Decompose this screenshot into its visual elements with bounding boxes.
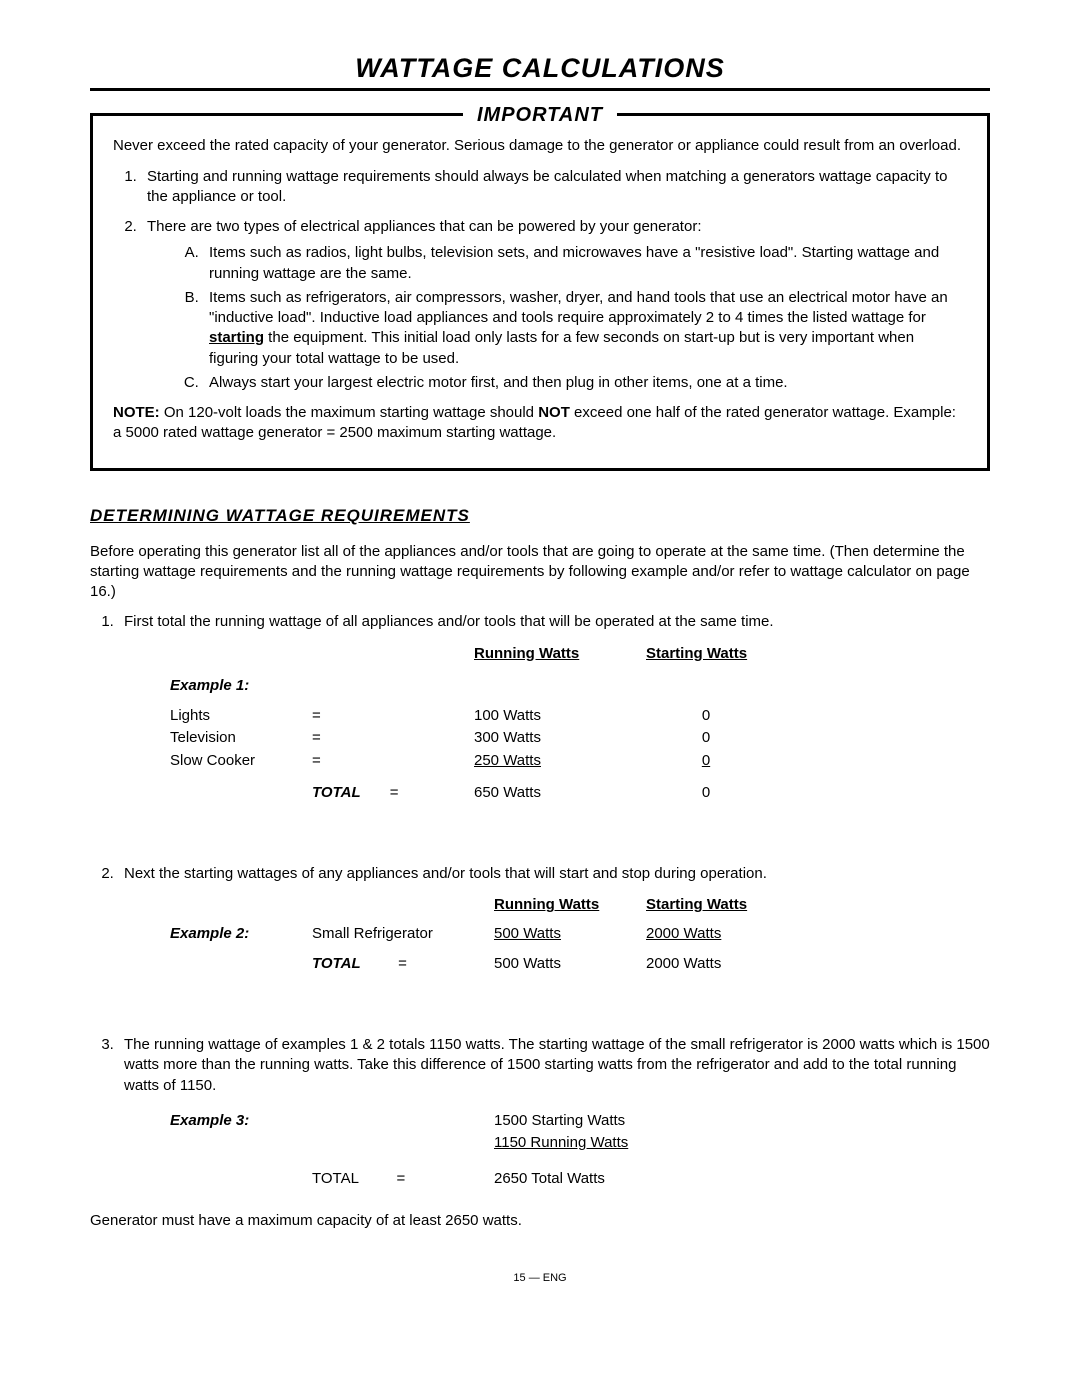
ex1-r0-eq: = (296, 705, 458, 727)
important-sub-c: Always start your largest electric motor… (203, 373, 967, 393)
ex2-total-eq: = (398, 955, 407, 972)
step-1: First total the running wattage of all a… (118, 612, 990, 804)
important-sublist: Items such as radios, light bulbs, telev… (147, 243, 967, 393)
important-label: IMPORTANT (463, 102, 617, 129)
ex1-total-label: TOTAL (312, 784, 361, 801)
ex2-total-label: TOTAL (312, 955, 361, 972)
important-intro: Never exceed the rated capacity of your … (113, 136, 967, 156)
ex1-r1-run: 300 Watts (458, 727, 630, 749)
ex1-r1-eq: = (296, 727, 458, 749)
important-item-2: There are two types of electrical applia… (141, 217, 967, 393)
example-3-table: Example 3: 1500 Starting Watts 1150 Runn… (154, 1110, 644, 1191)
important-item-2-text: There are two types of electrical applia… (147, 218, 701, 235)
ex1-total-run: 650 Watts (458, 782, 630, 804)
ex3-running: 1150 Running Watts (478, 1132, 644, 1154)
ex1-r2-name: Slow Cooker (154, 750, 296, 772)
example-1-label: Example 1: (154, 675, 296, 697)
important-sub-b: Items such as refrigerators, air compres… (203, 288, 967, 369)
step-2: Next the starting wattages of any applia… (118, 864, 990, 975)
ex3-starting: 1500 Starting Watts (478, 1110, 644, 1132)
example-3-label: Example 3: (154, 1110, 296, 1132)
example-1-table: Running Watts Starting Watts Example 1: … (154, 643, 782, 805)
ex2-run: 500 Watts (478, 923, 630, 945)
step-1-text: First total the running wattage of all a… (124, 613, 774, 630)
page-footer: 15 — ENG (90, 1271, 990, 1286)
section-heading: DETERMINING WATTAGE REQUIREMENTS (90, 505, 990, 528)
important-sub-a: Items such as radios, light bulbs, telev… (203, 243, 967, 284)
important-box: IMPORTANT Never exceed the rated capacit… (90, 113, 990, 470)
conclusion: Generator must have a maximum capacity o… (90, 1211, 990, 1231)
ex2-total-start: 2000 Watts (630, 953, 782, 975)
col-starting-2: Starting Watts (630, 894, 782, 916)
ex1-r1-name: Television (154, 727, 296, 749)
note-pre: On 120-volt loads the maximum starting w… (160, 404, 539, 421)
ex2-total-run: 500 Watts (478, 953, 630, 975)
ex1-r2-run: 250 Watts (458, 750, 630, 772)
sub-b-post: the equipment. This initial load only la… (209, 329, 914, 366)
ex3-total-label: TOTAL (312, 1170, 359, 1187)
steps-list: First total the running wattage of all a… (90, 612, 990, 1190)
intro-paragraph: Before operating this generator list all… (90, 542, 990, 603)
ex1-r0-name: Lights (154, 705, 296, 727)
sub-b-bold: starting (209, 329, 264, 346)
step-2-text: Next the starting wattages of any applia… (124, 865, 767, 882)
example-2-label: Example 2: (154, 923, 296, 945)
example-2-table: Running Watts Starting Watts Example 2: … (154, 894, 782, 975)
ex2-start: 2000 Watts (630, 923, 782, 945)
ex1-r1-start: 0 (630, 727, 782, 749)
ex1-total-start: 0 (630, 782, 782, 804)
ex1-r2-eq: = (296, 750, 458, 772)
note-label: NOTE: (113, 404, 160, 421)
important-list: Starting and running wattage requirement… (113, 167, 967, 394)
sub-b-pre: Items such as refrigerators, air compres… (209, 289, 948, 326)
col-running: Running Watts (458, 643, 630, 665)
ex1-r2-start: 0 (630, 750, 782, 772)
important-item-1: Starting and running wattage requirement… (141, 167, 967, 208)
col-starting: Starting Watts (630, 643, 782, 665)
ex1-r0-start: 0 (630, 705, 782, 727)
step-3: The running wattage of examples 1 & 2 to… (118, 1035, 990, 1191)
note-bold: NOT (538, 404, 570, 421)
important-note: NOTE: On 120-volt loads the maximum star… (113, 403, 967, 444)
ex3-total-eq: = (396, 1170, 405, 1187)
ex3-total: 2650 Total Watts (478, 1168, 644, 1190)
step-3-text: The running wattage of examples 1 & 2 to… (124, 1036, 990, 1094)
ex1-r0-run: 100 Watts (458, 705, 630, 727)
col-running-2: Running Watts (478, 894, 630, 916)
ex1-total-eq: = (390, 784, 399, 801)
ex2-item: Small Refrigerator (296, 923, 478, 945)
page-title: WATTAGE CALCULATIONS (90, 50, 990, 91)
